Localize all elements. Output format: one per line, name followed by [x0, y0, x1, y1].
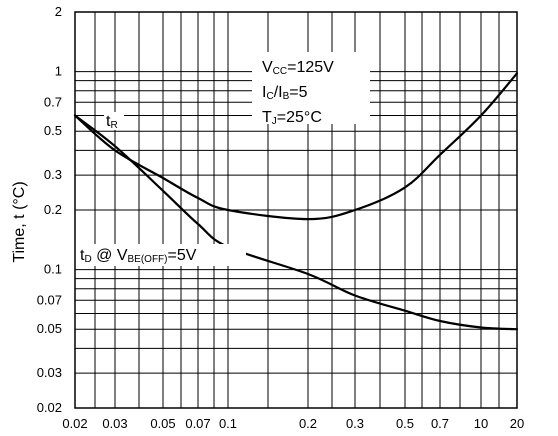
- conditions-box: VCC=125V IC/IB=5 TJ=25°C: [252, 52, 370, 127]
- condition-vcc: VCC=125V: [262, 59, 334, 77]
- series-label-tr-background: [104, 112, 124, 130]
- series-line-td: [73, 114, 519, 331]
- x-tick-label: 0.1: [219, 416, 237, 431]
- y-tick-label: 0.1: [44, 262, 62, 277]
- y-tick-label: 0.07: [37, 292, 62, 307]
- series-label-td-background: [78, 244, 246, 266]
- x-tick-label: 0.02: [62, 416, 87, 431]
- y-tick-label: 0.3: [44, 167, 62, 182]
- y-axis-label: Time, t (°C): [11, 181, 28, 262]
- x-tick-label: 0.03: [102, 416, 127, 431]
- series-label-td: tD @ VBE(OFF)=5V: [78, 244, 246, 266]
- plot-frame: [74, 11, 518, 409]
- x-tick-labels: 0.02 0.03 0.05 0.07 0.1 0.2 0.3 0.5 0.7 10 20: [62, 416, 524, 431]
- y-tick-label: 1: [55, 64, 62, 79]
- series-label-td-text: tD @ VBE(OFF)=5V: [80, 247, 197, 265]
- x-tick-label: 20: [510, 416, 524, 431]
- x-tick-label: 0.7: [431, 416, 449, 431]
- conditions-background: [252, 52, 370, 124]
- series-label-tr: tR: [104, 112, 124, 131]
- x-tick-label: 0.5: [396, 416, 414, 431]
- x-tick-label: 0.05: [150, 416, 175, 431]
- y-tick-label: 0.2: [44, 202, 62, 217]
- y-tick-label: 0.7: [44, 94, 62, 109]
- series-line-tr: [73, 72, 519, 221]
- x-tick-label: 0.2: [299, 416, 317, 431]
- series-lines: [73, 72, 519, 331]
- y-tick-label: 0.5: [44, 123, 62, 138]
- y-tick-labels: 0.02 0.03 0.05 0.07 0.1 0.2 0.3 0.5 0.7 1 2: [37, 4, 62, 415]
- condition-ic-ib: IC/IB=5: [262, 84, 308, 102]
- y-tick-label: 0.03: [37, 365, 62, 380]
- x-tick-label: 0.3: [346, 416, 364, 431]
- y-tick-label: 0.02: [37, 400, 62, 415]
- y-tick-label: 0.05: [37, 321, 62, 336]
- condition-tj: TJ=25°C: [262, 109, 322, 127]
- series-label-tr-text: tR: [106, 113, 118, 131]
- y-tick-label: 2: [55, 4, 62, 19]
- x-tick-label: 0.07: [185, 416, 210, 431]
- x-tick-label: 10: [474, 416, 488, 431]
